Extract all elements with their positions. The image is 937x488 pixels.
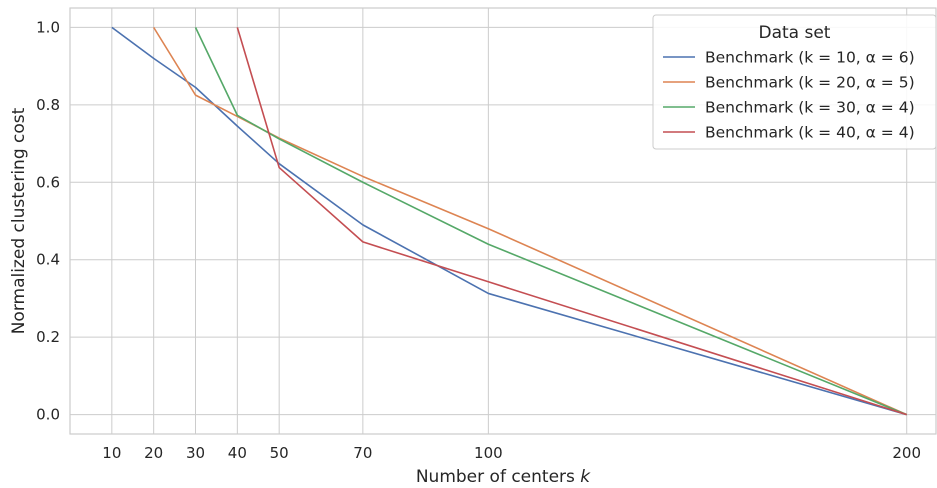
- y-tick-label: 1.0: [36, 18, 60, 36]
- series-lines: [111, 26, 908, 416]
- y-tick-label: 0.0: [36, 406, 60, 424]
- x-tick-label: 70: [353, 444, 372, 462]
- x-tick-label: 30: [186, 444, 205, 462]
- legend: Data set Benchmark (k = 10, α = 6)Benchm…: [652, 14, 937, 150]
- series-line-1: [111, 26, 907, 416]
- x-tick-label: 100: [474, 444, 503, 462]
- series-line-4: [236, 27, 907, 416]
- x-axis-label: Number of centers k: [416, 467, 591, 487]
- legend-label-2: Benchmark (k = 20, α = 5): [705, 74, 915, 92]
- legend-label-4: Benchmark (k = 40, α = 4): [705, 124, 915, 142]
- y-tick-label: 0.8: [36, 96, 60, 114]
- legend-title: Data set: [759, 23, 831, 43]
- y-tick-label: 0.4: [36, 251, 60, 269]
- x-axis-ticks: 10 20 30 40 50 70 100 200: [102, 444, 921, 462]
- x-tick-label: 20: [144, 444, 163, 462]
- y-axis-ticks: 0.0 0.2 0.4 0.6 0.8 1.0: [36, 18, 60, 423]
- legend-box: [652, 14, 937, 150]
- x-tick-label: 40: [228, 444, 247, 462]
- legend-label-3: Benchmark (k = 30, α = 4): [705, 99, 915, 117]
- y-tick-label: 0.6: [36, 173, 60, 191]
- y-tick-label: 0.2: [36, 328, 60, 346]
- series-line-3: [194, 27, 908, 416]
- y-axis-label: Normalized clustering cost: [9, 107, 29, 334]
- x-tick-label: 200: [892, 444, 921, 462]
- x-tick-label: 10: [102, 444, 121, 462]
- legend-label-1: Benchmark (k = 10, α = 6): [705, 49, 915, 67]
- legend-items: Benchmark (k = 10, α = 6) Benchmark (k = …: [663, 49, 915, 142]
- plot-area: [69, 7, 937, 435]
- x-tick-label: 50: [270, 444, 289, 462]
